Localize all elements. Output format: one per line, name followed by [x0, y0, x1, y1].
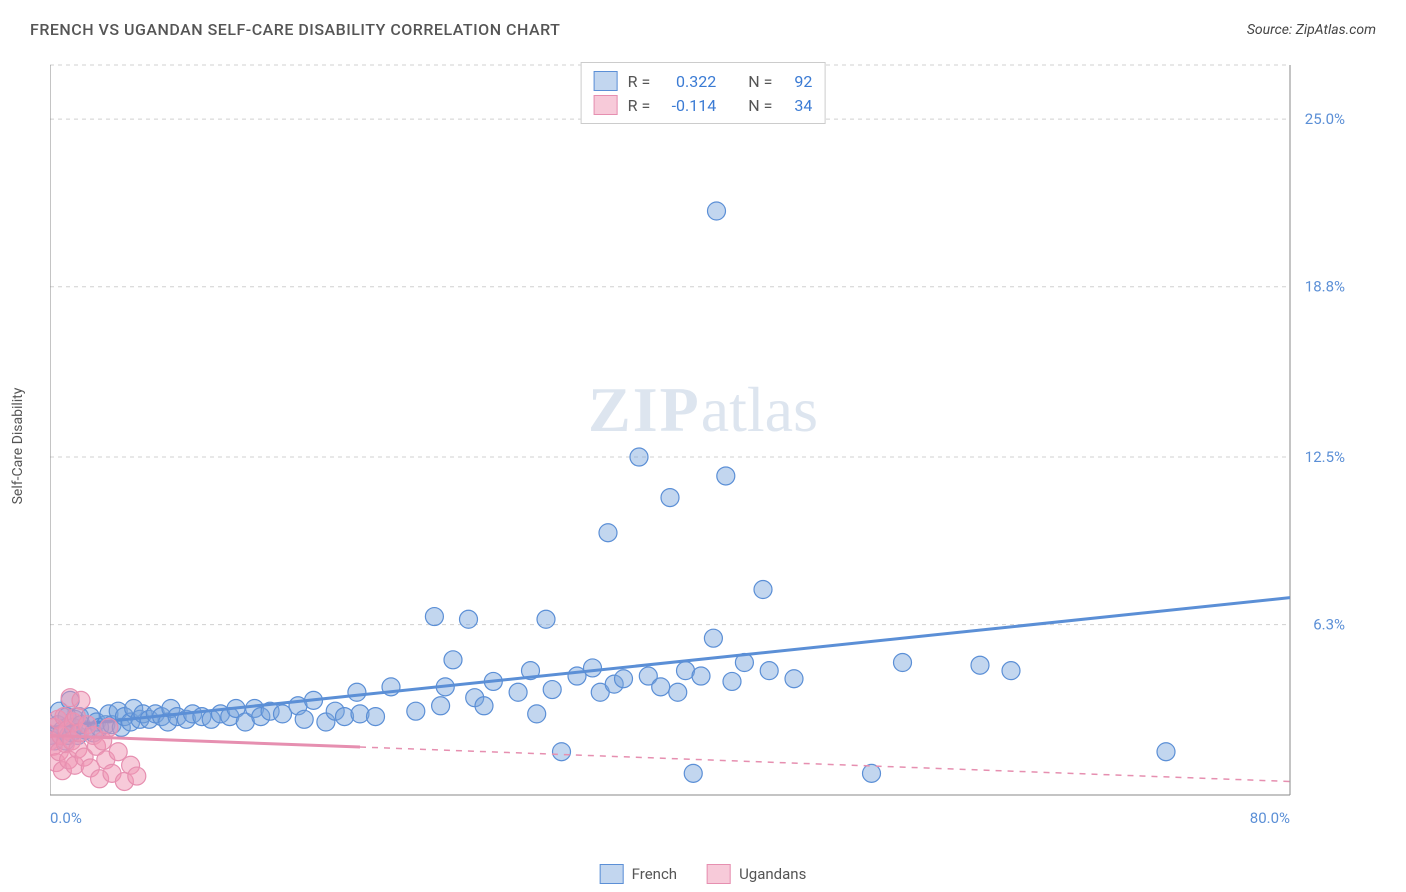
legend-swatch	[594, 71, 618, 91]
n-value: 34	[782, 96, 812, 115]
chart-source: Source: ZipAtlas.com	[1247, 22, 1376, 38]
n-label: N =	[748, 96, 772, 115]
french-point	[760, 662, 778, 680]
legend-label: French	[632, 865, 677, 883]
series-legend: French Ugandans	[600, 864, 807, 884]
ugandans-point	[128, 767, 146, 785]
x-tick-label: 80.0%	[1250, 809, 1290, 827]
legend-label: Ugandans	[739, 865, 806, 883]
french-point	[584, 659, 602, 677]
legend-row-ugandans: R = -0.114 N = 34	[594, 93, 813, 117]
french-trendline	[50, 598, 1290, 728]
legend-item-french: French	[600, 864, 677, 884]
french-point	[553, 743, 571, 761]
french-point	[684, 764, 702, 782]
french-point	[630, 448, 648, 466]
french-point	[407, 702, 425, 720]
french-point	[509, 683, 527, 701]
french-point	[425, 608, 443, 626]
french-point	[475, 697, 493, 715]
french-point	[652, 678, 670, 696]
french-point	[528, 705, 546, 723]
n-label: N =	[748, 72, 772, 91]
french-point	[444, 651, 462, 669]
ugandans-trendline-extrapolated	[360, 747, 1290, 781]
french-point	[708, 202, 726, 220]
y-tick-label: 25.0%	[1305, 110, 1345, 128]
french-point	[717, 467, 735, 485]
french-point	[543, 681, 561, 699]
french-point	[692, 667, 710, 685]
french-point	[460, 610, 478, 628]
legend-row-french: R = 0.322 N = 92	[594, 69, 813, 93]
french-point	[295, 710, 313, 728]
x-tick-label: 0.0%	[50, 809, 82, 827]
chart-header: FRENCH VS UGANDAN SELF-CARE DISABILITY C…	[30, 20, 1376, 39]
french-point	[894, 654, 912, 672]
french-point	[1157, 743, 1175, 761]
french-point	[704, 629, 722, 647]
ugandans-point	[100, 718, 118, 736]
legend-swatch	[600, 864, 624, 884]
r-label: R =	[628, 72, 651, 91]
french-point	[669, 683, 687, 701]
scatter-plot: 25.0% 18.8% 12.5% 6.3% 0.0% 80.0%	[50, 55, 1350, 835]
r-label: R =	[628, 96, 651, 115]
legend-swatch	[594, 95, 618, 115]
french-point	[348, 683, 366, 701]
french-point	[537, 610, 555, 628]
correlation-legend: R = 0.322 N = 92 R = -0.114 N = 34	[581, 62, 826, 124]
y-tick-label: 6.3%	[1313, 616, 1345, 634]
french-point	[599, 524, 617, 542]
legend-swatch	[707, 864, 731, 884]
french-point	[432, 697, 450, 715]
french-point	[971, 656, 989, 674]
french-point	[1002, 662, 1020, 680]
ugandans-point	[72, 691, 90, 709]
french-point	[785, 670, 803, 688]
french-point	[863, 764, 881, 782]
y-tick-label: 12.5%	[1305, 448, 1345, 466]
r-value: -0.114	[660, 96, 716, 115]
french-point	[754, 581, 772, 599]
chart-title: FRENCH VS UGANDAN SELF-CARE DISABILITY C…	[30, 20, 560, 39]
n-value: 92	[782, 72, 812, 91]
french-point	[615, 670, 633, 688]
french-point	[661, 489, 679, 507]
y-tick-label: 18.8%	[1305, 278, 1345, 296]
legend-item-ugandans: Ugandans	[707, 864, 806, 884]
french-point	[367, 708, 385, 726]
r-value: 0.322	[660, 72, 716, 91]
y-axis-label: Self-Care Disability	[10, 388, 26, 505]
french-point	[723, 672, 741, 690]
